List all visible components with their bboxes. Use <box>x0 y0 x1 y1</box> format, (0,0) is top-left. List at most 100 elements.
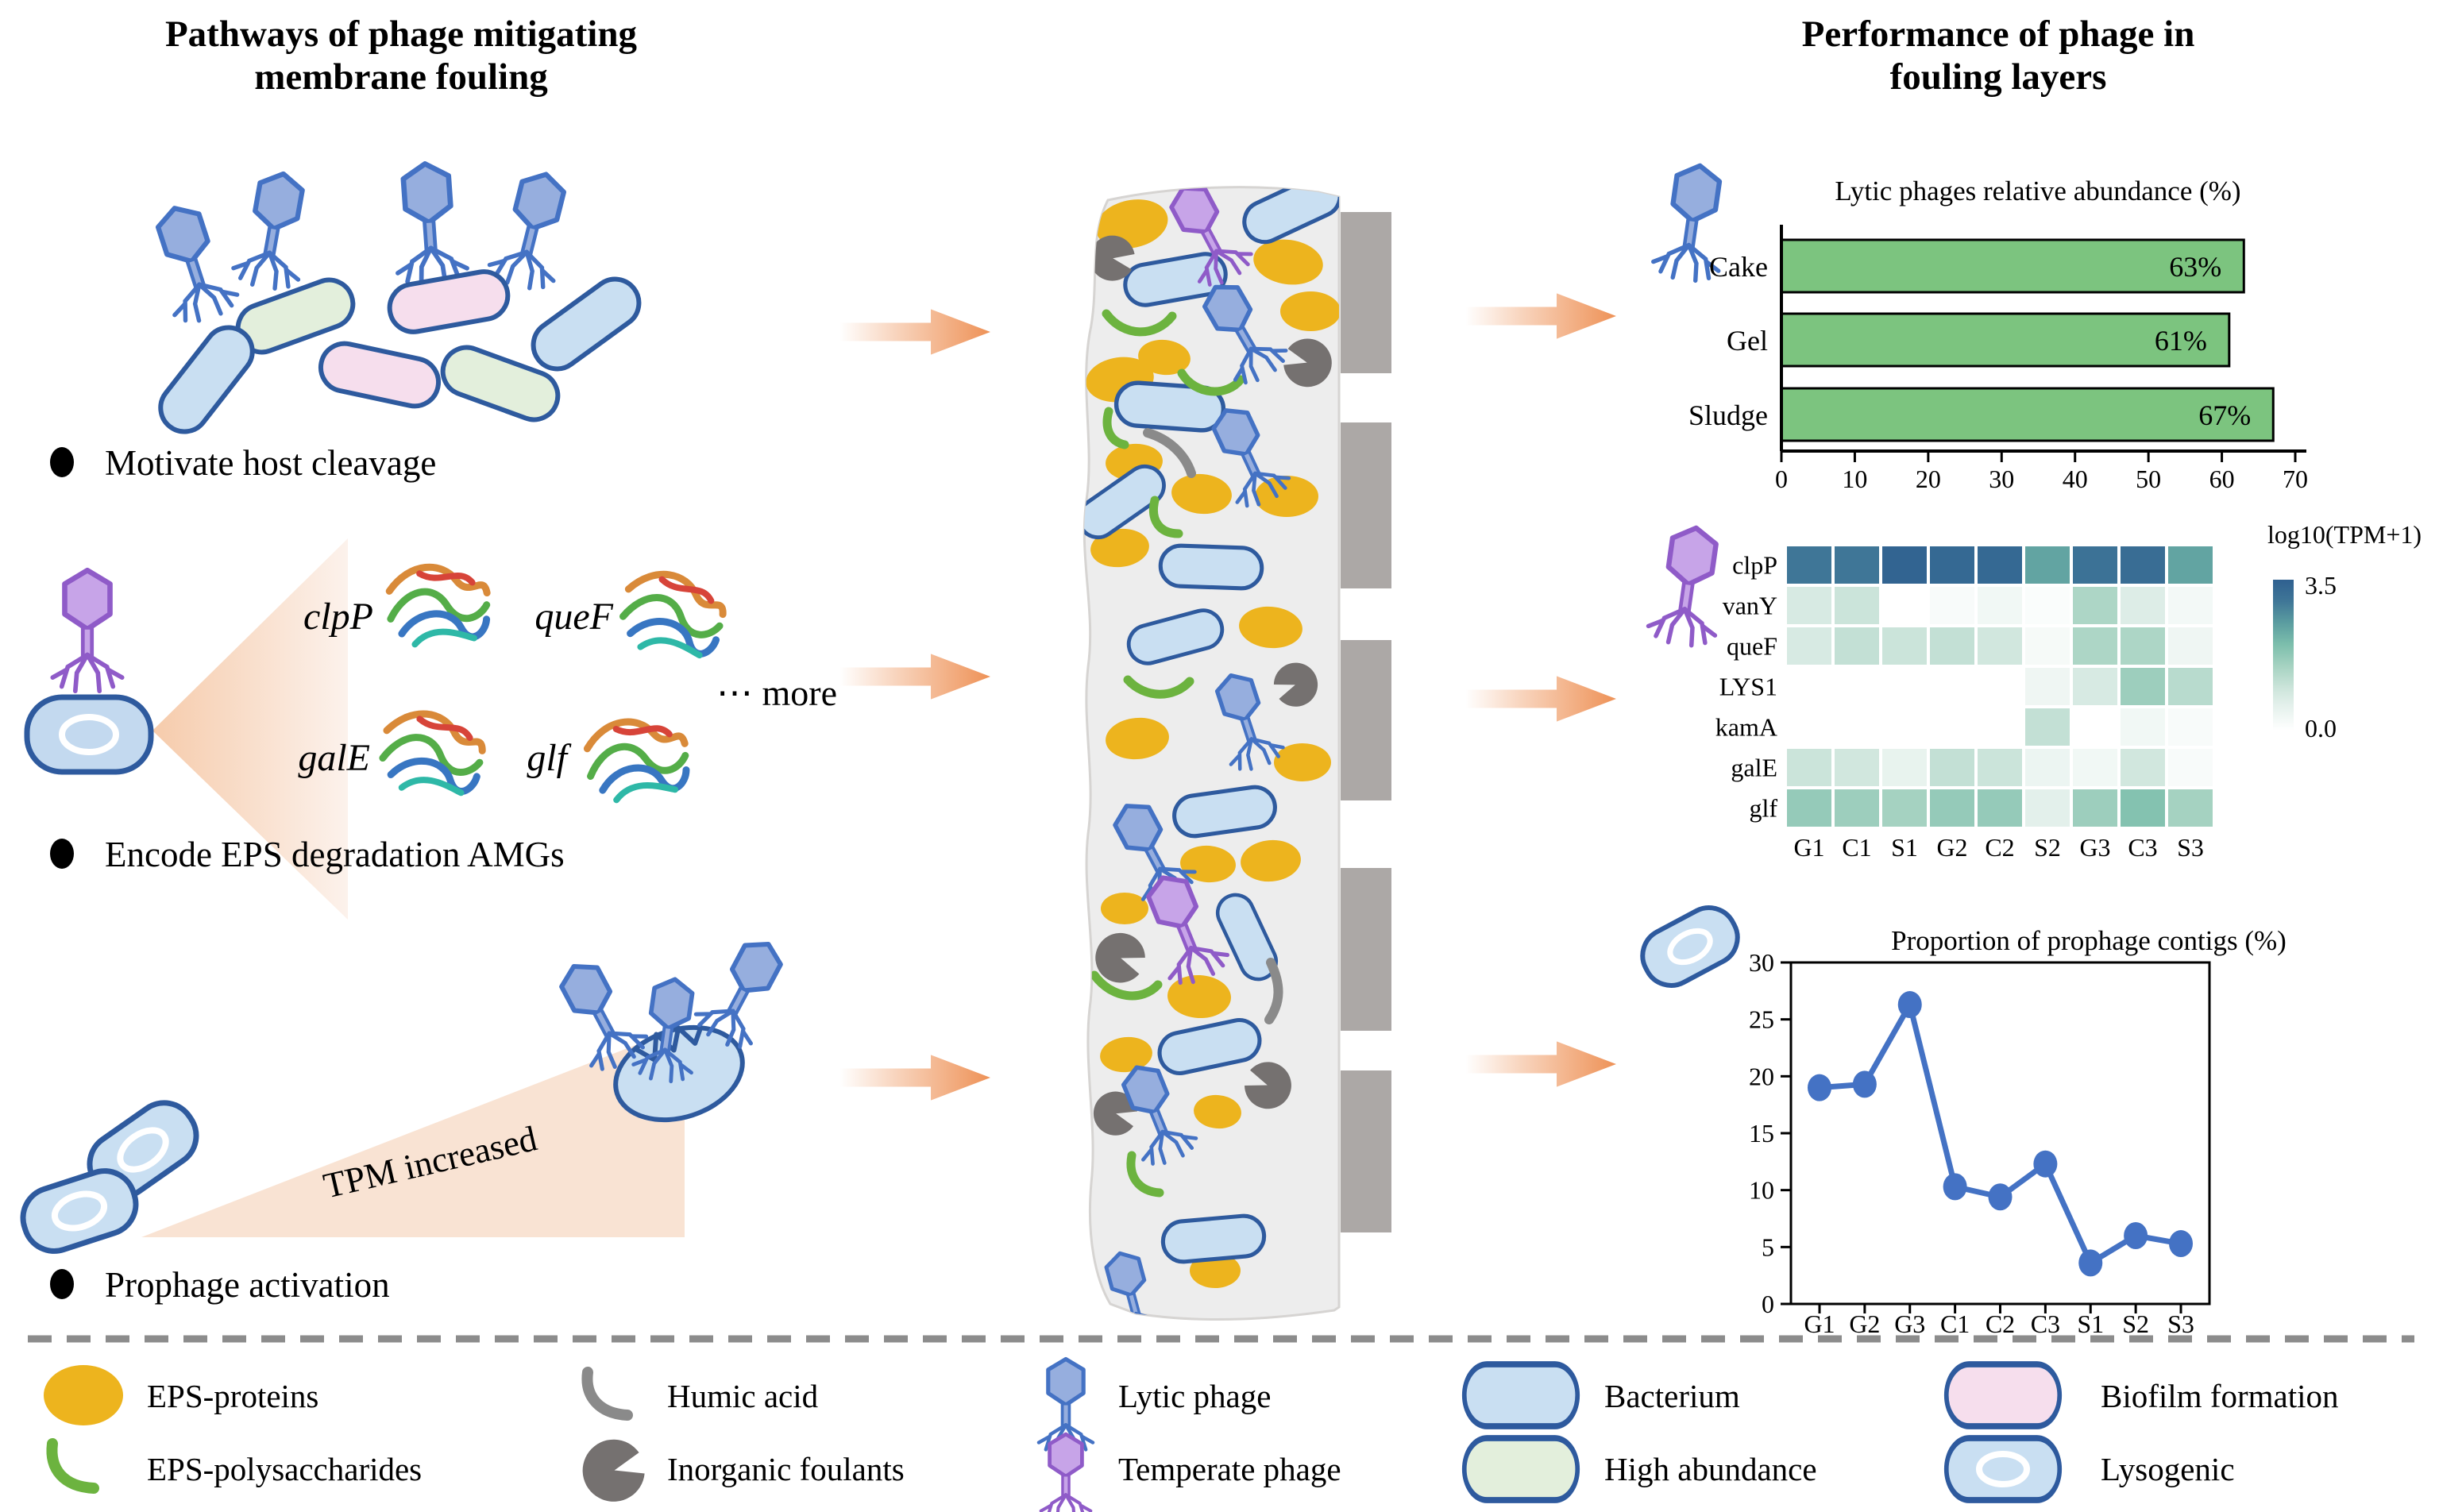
biofilm-bacterium-icon <box>386 268 511 335</box>
y-tick-label: 10 <box>1749 1176 1774 1205</box>
bar-chart-title: Lytic phages relative abundance (%) <box>1835 176 2240 206</box>
tpm-triangle <box>141 1026 685 1237</box>
inorganic-foulant-icon <box>575 1433 650 1509</box>
bullet-dot <box>50 839 74 869</box>
membrane-segment <box>1341 640 1391 800</box>
heatmap-row-label: queF <box>1727 632 1777 661</box>
heatmap-cell-LYS1-S2 <box>2025 668 2070 705</box>
heatmap-cell-vanY-G3 <box>2073 587 2117 624</box>
bar-value-label: 61% <box>2155 325 2207 357</box>
protein-structure-icon <box>582 712 693 804</box>
flow-arrow-icon <box>1465 293 1616 339</box>
heatmap-cell-LYS1-G2 <box>1930 668 1974 705</box>
y-tick-label: 5 <box>1762 1232 1774 1261</box>
gene-label-clpP: clpP <box>303 596 373 638</box>
x-tick-label: 70 <box>2283 465 2308 493</box>
heatmap-row-label: LYS1 <box>1719 673 1777 701</box>
heatmap-cell-kamA-S3 <box>2168 708 2213 746</box>
line-chart-title: Proportion of prophage contigs (%) <box>1891 925 2287 956</box>
heatmap-cell-clpP-C1 <box>1835 546 1879 584</box>
x-tick-label: G1 <box>1804 1310 1835 1338</box>
bar-chart: 63% Cake 61% Gel 67% Sludge 0 10 20 30 40 50 60 70 <box>1688 225 2308 493</box>
x-tick-label: S1 <box>2077 1310 2104 1338</box>
heatmap-cell-queF-S3 <box>2168 627 2213 665</box>
gene-label-queF: queF <box>534 596 613 638</box>
right-title-line1: Performance of phage in <box>1802 14 2195 55</box>
bar-gel <box>1780 312 2231 368</box>
data-point-C3 <box>2033 1150 2058 1178</box>
x-tick-label: 30 <box>1989 465 2014 493</box>
heatmap-cell-vanY-S2 <box>2025 587 2070 624</box>
heatmap-cell-glf-C2 <box>1978 789 2022 827</box>
amg-illustration: clpP queF galE glf ⋯ more <box>24 538 837 920</box>
bacterium-icon <box>151 318 262 441</box>
line-chart: 0 5 10 15 20 25 30 G1 G2 G3 C1 C2 C3 S1 S2 S3 <box>1749 948 2211 1338</box>
heatmap-col-label: C1 <box>1842 833 1871 862</box>
bar-value-label: 67% <box>2198 399 2251 431</box>
heatmap-col-label: G3 <box>2079 833 2110 862</box>
heatmap-col-label: S2 <box>2034 833 2061 862</box>
amg-heatmap: clpP vanY queF LYS1 kamA galE glf G1 C1 S1 G2 C2 S2 G… <box>1715 546 2213 862</box>
heatmap-cell-clpP-C3 <box>2121 546 2165 584</box>
eps-protein-icon <box>44 1365 123 1425</box>
membrane-segment <box>1341 422 1391 588</box>
heatmap-cell-kamA-C1 <box>1835 708 1879 746</box>
lysogenic-bacterium-icon <box>20 1168 139 1254</box>
heatmap-cell-queF-C2 <box>1978 627 2022 665</box>
bullet-dot <box>50 1269 74 1299</box>
x-tick-label: G2 <box>1849 1310 1880 1338</box>
protein-structure-icon <box>386 561 492 646</box>
heatmap-cell-glf-G1 <box>1787 789 1831 827</box>
legend-label: Bacterium <box>1604 1378 1740 1414</box>
bar-cake <box>1780 238 2245 294</box>
y-tick-label: 15 <box>1749 1119 1774 1148</box>
data-line <box>1819 1001 2182 1266</box>
heatmap-col-label: S3 <box>2177 833 2204 862</box>
y-tick-label: 30 <box>1749 948 1774 977</box>
heatmap-cell-kamA-G1 <box>1787 708 1831 746</box>
data-point-C1 <box>1943 1173 1967 1201</box>
x-tick-label: C3 <box>2031 1310 2060 1338</box>
heatmap-col-label: S1 <box>1891 833 1918 862</box>
flow-arrow-icon <box>839 309 990 355</box>
bar-category-label: Sludge <box>1688 399 1768 431</box>
heatmap-cell-queF-G1 <box>1787 627 1831 665</box>
x-tick-label: C2 <box>1986 1310 2015 1338</box>
heatmap-cell-LYS1-S3 <box>2168 668 2213 705</box>
lytic-phage-icon <box>231 168 316 293</box>
host-cleavage-illustration <box>143 161 648 441</box>
x-tick-label: 20 <box>1916 465 1941 493</box>
heatmap-cell-vanY-G1 <box>1787 587 1831 624</box>
heatmap-row-label: glf <box>1749 794 1777 823</box>
protein-structure-icon <box>619 569 727 658</box>
heatmap-cell-glf-G2 <box>1930 789 1974 827</box>
heatmap-cell-kamA-C2 <box>1978 708 2022 746</box>
temperate-phage-icon <box>1646 523 1730 649</box>
heatmap-cell-clpP-G1 <box>1787 546 1831 584</box>
flow-arrow-icon <box>1465 676 1616 722</box>
x-tick-label: C1 <box>1940 1310 1970 1338</box>
heatmap-cell-kamA-S2 <box>2025 708 2070 746</box>
high-abundance-icon <box>1465 1438 1578 1500</box>
x-tick-label: 0 <box>1775 465 1788 493</box>
temperate-phage-icon <box>1040 1434 1091 1512</box>
x-tick-label: 50 <box>2136 465 2161 493</box>
lytic-phage-icon <box>390 161 469 287</box>
heatmap-row-label: kamA <box>1715 713 1777 742</box>
heatmap-cell-clpP-S2 <box>2025 546 2070 584</box>
colorbar-title: log10(TPM+1) <box>2267 520 2422 549</box>
prophage-activation-illustration: TPM increased <box>20 929 797 1254</box>
heatmap-cell-LYS1-C2 <box>1978 668 2022 705</box>
heatmap-cell-glf-G3 <box>2073 789 2117 827</box>
eps-polysaccharide-icon <box>46 1438 99 1494</box>
bullet-encode-eps-amgs: Encode EPS degradation AMGs <box>105 835 565 874</box>
x-tick-label: S2 <box>2122 1310 2149 1338</box>
heatmap-cell-kamA-G3 <box>2073 708 2117 746</box>
heatmap-cell-galE-S2 <box>2025 749 2070 786</box>
heatmap-cell-vanY-C2 <box>1978 587 2022 624</box>
heatmap-cell-clpP-G2 <box>1930 546 1974 584</box>
left-title-line1: Pathways of phage mitigating <box>165 14 638 55</box>
legend-label: Inorganic foulants <box>667 1451 905 1487</box>
x-tick-label: G3 <box>1894 1310 1925 1338</box>
